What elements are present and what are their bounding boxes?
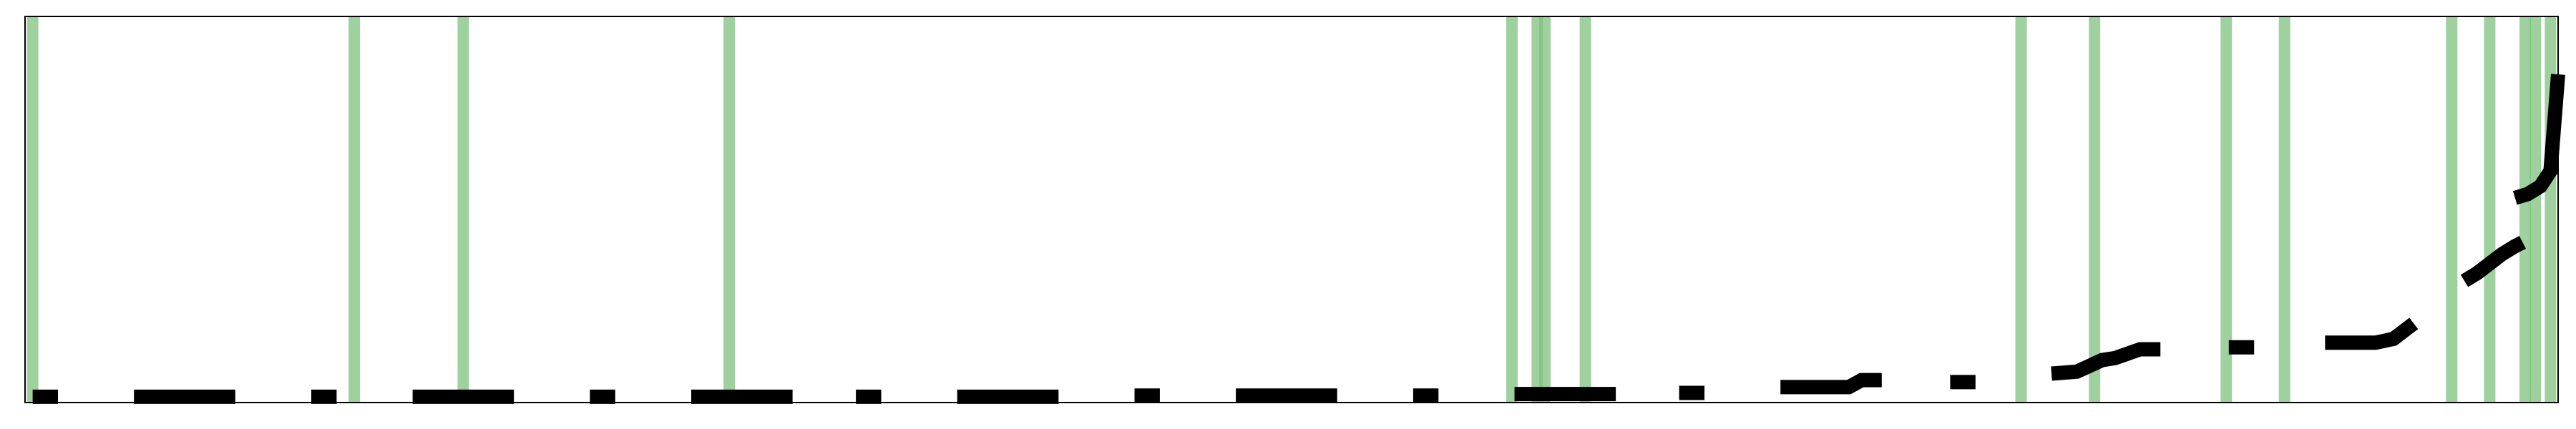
series-segment-0-19 xyxy=(2512,74,2565,205)
series-segment-0-18 xyxy=(2460,235,2526,287)
series-line xyxy=(32,74,2565,404)
series-segment-0-17 xyxy=(2325,317,2419,350)
vertical-marker-lines xyxy=(26,16,2557,403)
series-segment-0-13 xyxy=(1780,373,1882,395)
plot-frame xyxy=(24,16,2559,403)
series-segment-0-15 xyxy=(2051,342,2161,381)
